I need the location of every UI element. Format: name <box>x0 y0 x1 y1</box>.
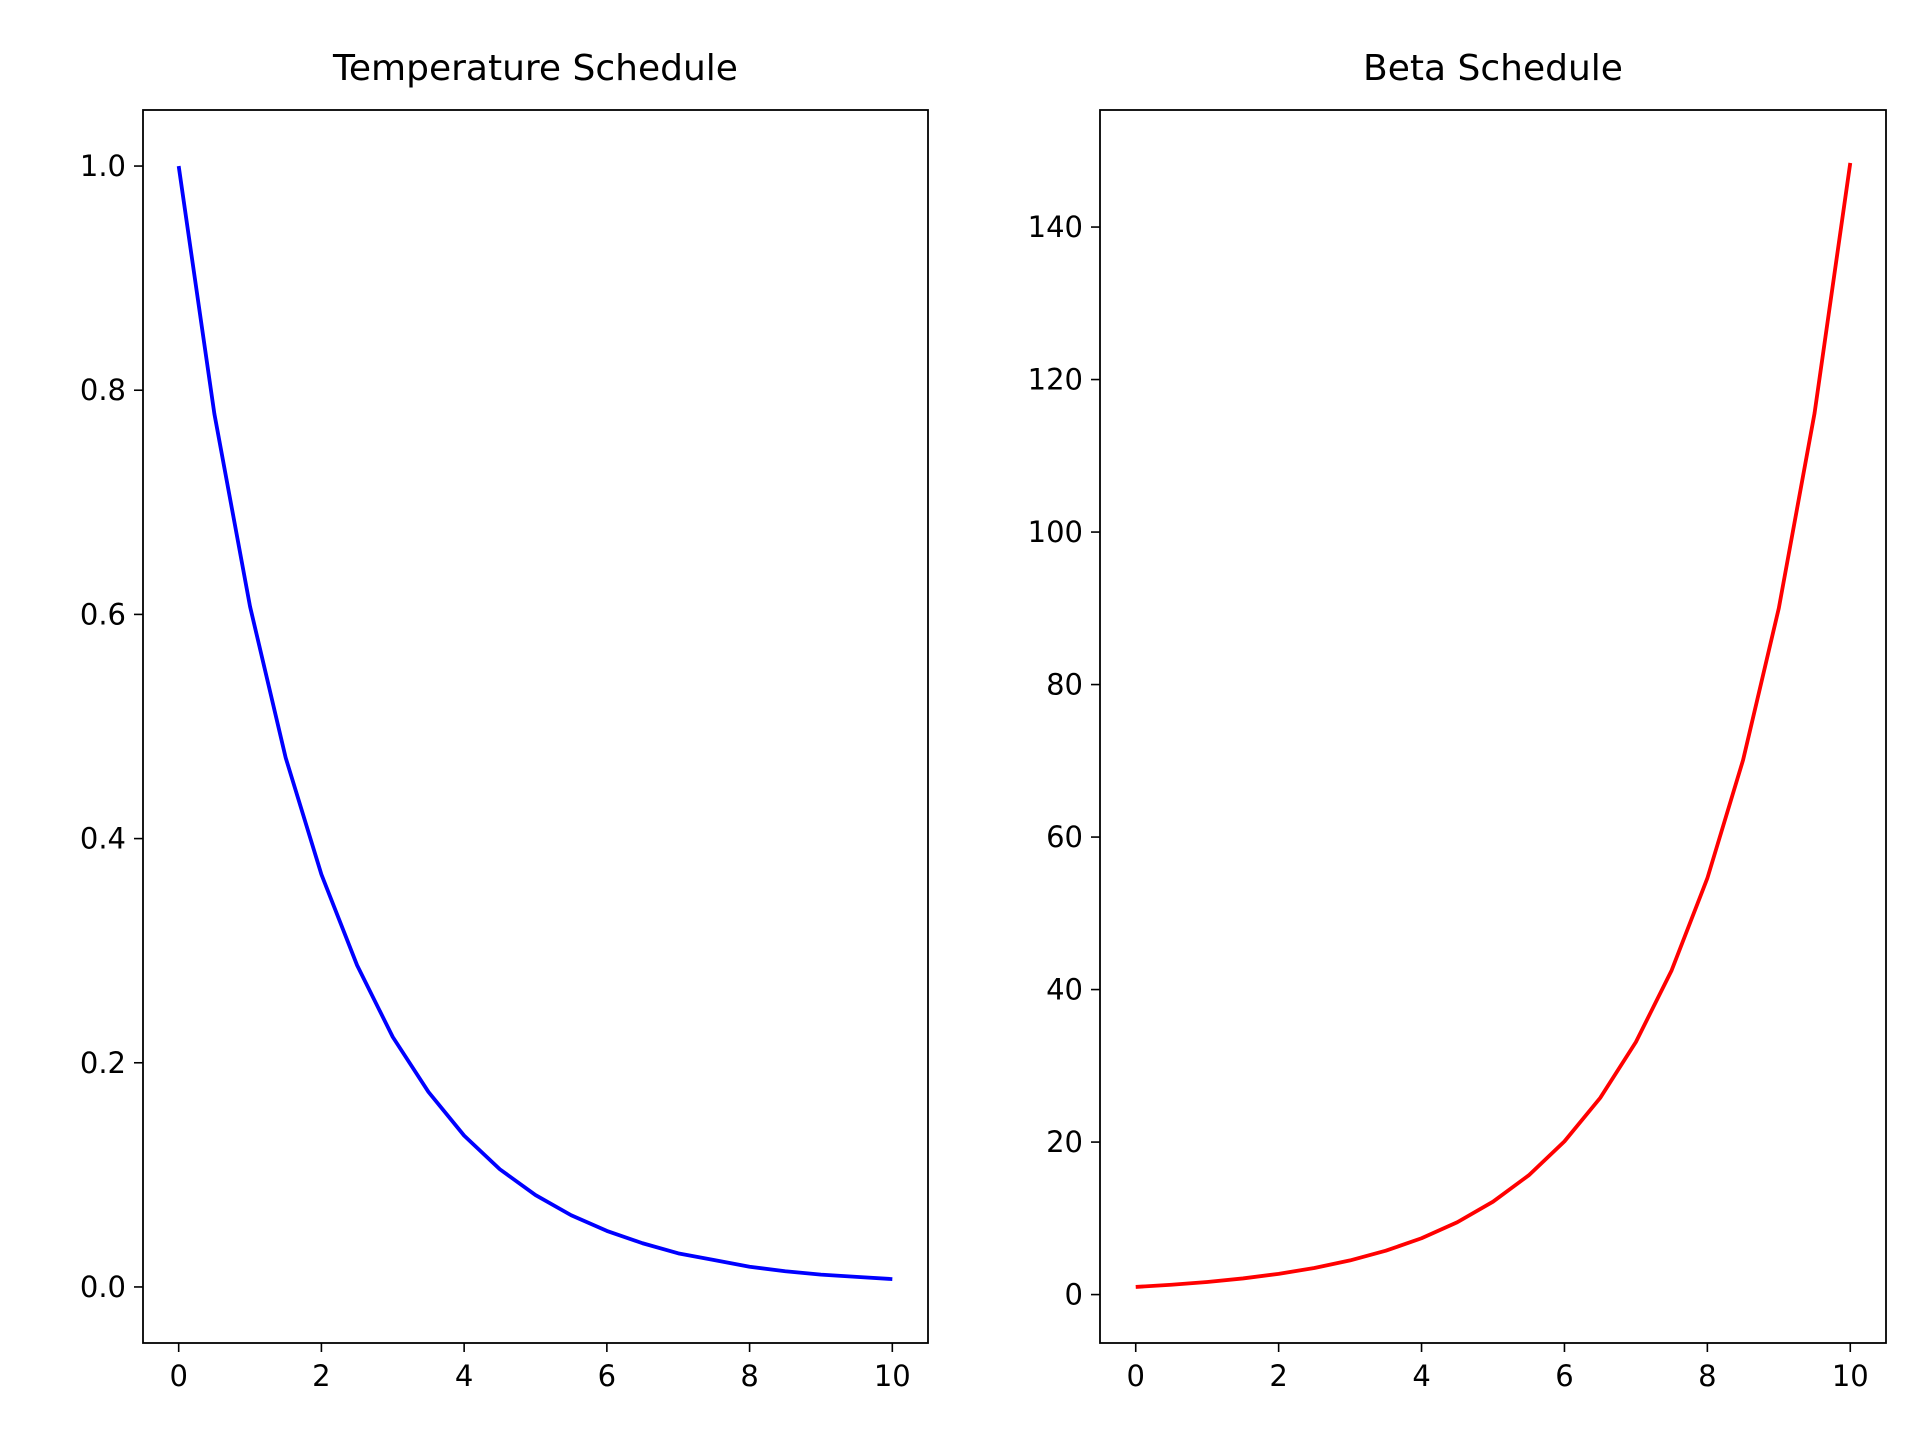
series-line-beta <box>1135 162 1853 1289</box>
x-tick-label: 4 <box>1412 1359 1430 1393</box>
axes-frame <box>1099 109 1887 1344</box>
y-tick-label: 0.4 <box>80 822 126 856</box>
chart-title: Temperature Schedule <box>332 48 738 89</box>
panel-1: Temperature Schedule 0 2 4 6 8 10 0.0 0.2 0.4 0.6 0… <box>80 48 929 1393</box>
x-tick-label: 8 <box>740 1359 758 1393</box>
y-tick-label: 1.0 <box>80 149 126 183</box>
series-line-temperature <box>176 165 893 1282</box>
y-tick-label: 60 <box>1046 820 1083 854</box>
x-tick-label: 2 <box>1269 1359 1287 1393</box>
y-tick-label: 20 <box>1046 1125 1083 1159</box>
x-tick-label: 8 <box>1698 1359 1716 1393</box>
x-tick-label: 10 <box>874 1359 911 1393</box>
x-tick-label: 2 <box>312 1359 330 1393</box>
x-tick-label: 10 <box>1832 1359 1869 1393</box>
x-tick-label: 0 <box>1127 1359 1145 1393</box>
y-tick-label: 140 <box>1028 210 1083 244</box>
x-tick-label: 6 <box>1555 1359 1573 1393</box>
y-tick-label: 0.6 <box>80 597 126 631</box>
x-tick-label: 0 <box>169 1359 187 1393</box>
y-tick-label: 80 <box>1046 668 1083 702</box>
x-tick-label: 6 <box>598 1359 616 1393</box>
y-tick-label: 0.0 <box>80 1270 126 1304</box>
y-tick-label: 0.2 <box>80 1046 126 1080</box>
y-tick-label: 100 <box>1028 515 1083 549</box>
y-tick-label: 120 <box>1028 363 1083 397</box>
y-tick-label: 0.8 <box>80 373 126 407</box>
x-tick-label: 4 <box>455 1359 473 1393</box>
y-tick-label: 40 <box>1046 973 1083 1007</box>
y-tick-label: 0 <box>1065 1278 1083 1312</box>
axes-frame <box>142 109 929 1344</box>
chart-title: Beta Schedule <box>1363 48 1623 89</box>
